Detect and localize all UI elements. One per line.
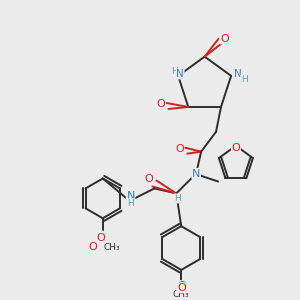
Text: O: O: [177, 281, 186, 291]
Text: O: O: [156, 99, 165, 109]
Text: O: O: [220, 34, 229, 44]
Text: N: N: [176, 69, 184, 79]
Text: N: N: [234, 69, 242, 79]
Text: N: N: [126, 191, 135, 201]
Text: CH₃: CH₃: [173, 290, 190, 299]
Text: O: O: [144, 173, 153, 184]
Text: H: H: [127, 199, 134, 208]
Text: O: O: [232, 143, 240, 153]
Text: O: O: [88, 242, 97, 252]
Text: H: H: [171, 68, 178, 76]
Text: CH₃: CH₃: [104, 243, 120, 252]
Text: O: O: [175, 144, 184, 154]
Text: O: O: [96, 233, 105, 243]
Text: O: O: [177, 283, 186, 293]
Text: H: H: [241, 75, 248, 84]
Text: N: N: [192, 169, 200, 178]
Text: H: H: [174, 194, 181, 203]
